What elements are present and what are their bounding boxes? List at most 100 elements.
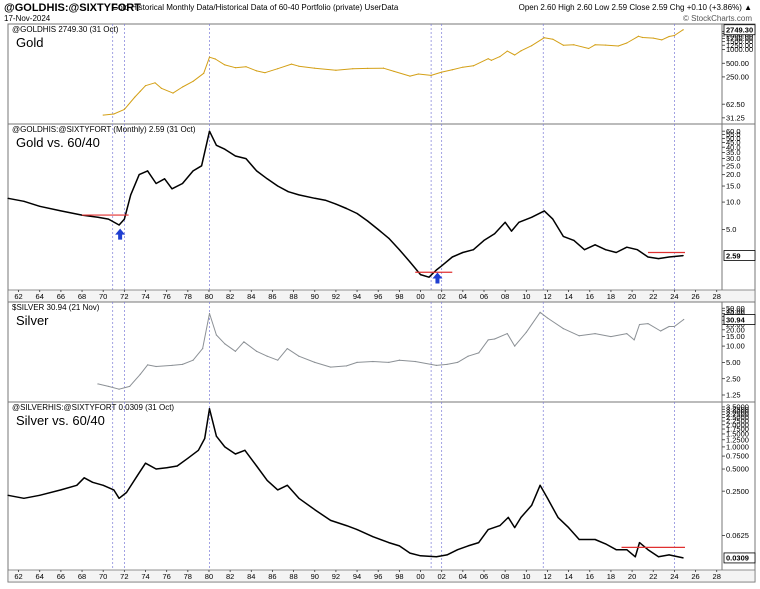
x-tick-label: 24	[670, 572, 678, 581]
data-point	[456, 361, 459, 363]
data-point	[139, 90, 141, 92]
x-tick-label: 08	[501, 572, 509, 581]
data-point	[286, 484, 288, 486]
data-point	[451, 69, 453, 71]
data-point	[514, 54, 516, 56]
data-point	[287, 191, 289, 193]
data-point	[510, 230, 513, 232]
y-tick-label: 1500.00	[726, 37, 753, 46]
data-point	[668, 554, 670, 556]
x-tick-label: 66	[57, 292, 65, 301]
data-point	[197, 449, 199, 451]
data-point	[102, 114, 104, 116]
data-point	[352, 68, 354, 70]
y-tick-label: 1250.00	[726, 41, 753, 50]
last-value-label: 2749.30	[726, 26, 753, 35]
data-point	[638, 541, 641, 544]
chart-date: 17-Nov-2024	[4, 14, 51, 23]
panel-legend: @SILVERHIS:@SIXTYFORT 0.0309 (31 Oct)	[12, 403, 174, 412]
data-point	[102, 484, 104, 486]
series-line	[7, 130, 684, 278]
last-value-label: 0.0309	[726, 554, 749, 563]
data-point	[617, 45, 619, 47]
data-point	[367, 220, 369, 222]
data-point	[398, 359, 400, 361]
panel-title: Silver	[16, 313, 49, 328]
x-tick-label: 72	[120, 572, 128, 581]
last-value-label: 2.59	[726, 251, 741, 260]
data-point	[7, 197, 9, 199]
x-tick-label: 12	[543, 292, 551, 301]
data-point	[435, 269, 437, 271]
data-point	[107, 385, 110, 388]
data-point	[626, 549, 628, 551]
data-point	[615, 251, 617, 254]
x-tick-label: 96	[374, 572, 382, 581]
data-point	[557, 516, 559, 518]
data-point	[314, 197, 316, 199]
data-point	[330, 519, 332, 522]
x-tick-label: 84	[247, 292, 255, 301]
x-tick-label: 16	[586, 572, 594, 581]
data-point	[215, 334, 217, 336]
data-point	[657, 556, 660, 558]
data-point	[520, 516, 522, 518]
data-point	[215, 144, 217, 146]
data-point	[154, 82, 156, 84]
x-tick-label: 08	[501, 292, 509, 301]
data-point	[398, 545, 400, 547]
last-value-box	[723, 250, 756, 261]
x-tick-label: 90	[311, 572, 319, 581]
y-tick-label: 35.0	[726, 148, 741, 157]
data-point	[446, 363, 448, 365]
x-tick-label: 06	[480, 572, 488, 581]
x-tick-label: 98	[395, 572, 403, 581]
data-point	[472, 65, 475, 67]
data-point	[634, 556, 636, 558]
data-point	[147, 170, 149, 172]
data-point	[144, 85, 147, 87]
data-point	[215, 435, 217, 437]
data-point	[682, 557, 684, 559]
data-point	[367, 67, 369, 70]
data-point	[605, 249, 607, 251]
x-tick-label: 94	[353, 572, 361, 581]
data-point	[203, 72, 205, 74]
data-point	[514, 345, 516, 347]
data-point	[208, 312, 211, 315]
data-point	[518, 221, 520, 223]
data-point	[163, 178, 166, 180]
y-tick-label: 5.0	[726, 225, 736, 234]
data-point	[298, 497, 300, 499]
data-point	[139, 373, 141, 376]
data-point	[97, 383, 99, 385]
data-point	[441, 265, 443, 267]
data-point	[23, 200, 25, 202]
x-tick-label: 26	[691, 572, 699, 581]
x-tick-label: 10	[522, 292, 530, 301]
data-point	[39, 494, 41, 496]
data-point	[531, 45, 533, 47]
x-tick-label: 86	[268, 572, 276, 581]
x-tick-label: 04	[459, 572, 467, 581]
data-point	[255, 70, 258, 72]
y-tick-label: 0.0625	[726, 531, 749, 540]
y-tick-label: 0.5000	[726, 465, 749, 474]
data-point	[573, 239, 575, 241]
data-point	[487, 58, 489, 60]
y-tick-label: 3.0000	[726, 407, 749, 416]
y-tick-label: 40.00	[726, 309, 745, 318]
up-arrow-icon	[432, 272, 443, 284]
data-point	[155, 468, 157, 470]
data-point	[499, 56, 501, 58]
data-point	[118, 224, 120, 226]
data-point	[487, 529, 489, 531]
data-point	[130, 194, 132, 196]
data-point	[266, 355, 268, 357]
data-point	[626, 333, 628, 335]
data-point	[683, 318, 685, 321]
data-point	[345, 525, 348, 527]
y-tick-label: 45.0	[726, 138, 741, 147]
series-line	[97, 311, 685, 390]
